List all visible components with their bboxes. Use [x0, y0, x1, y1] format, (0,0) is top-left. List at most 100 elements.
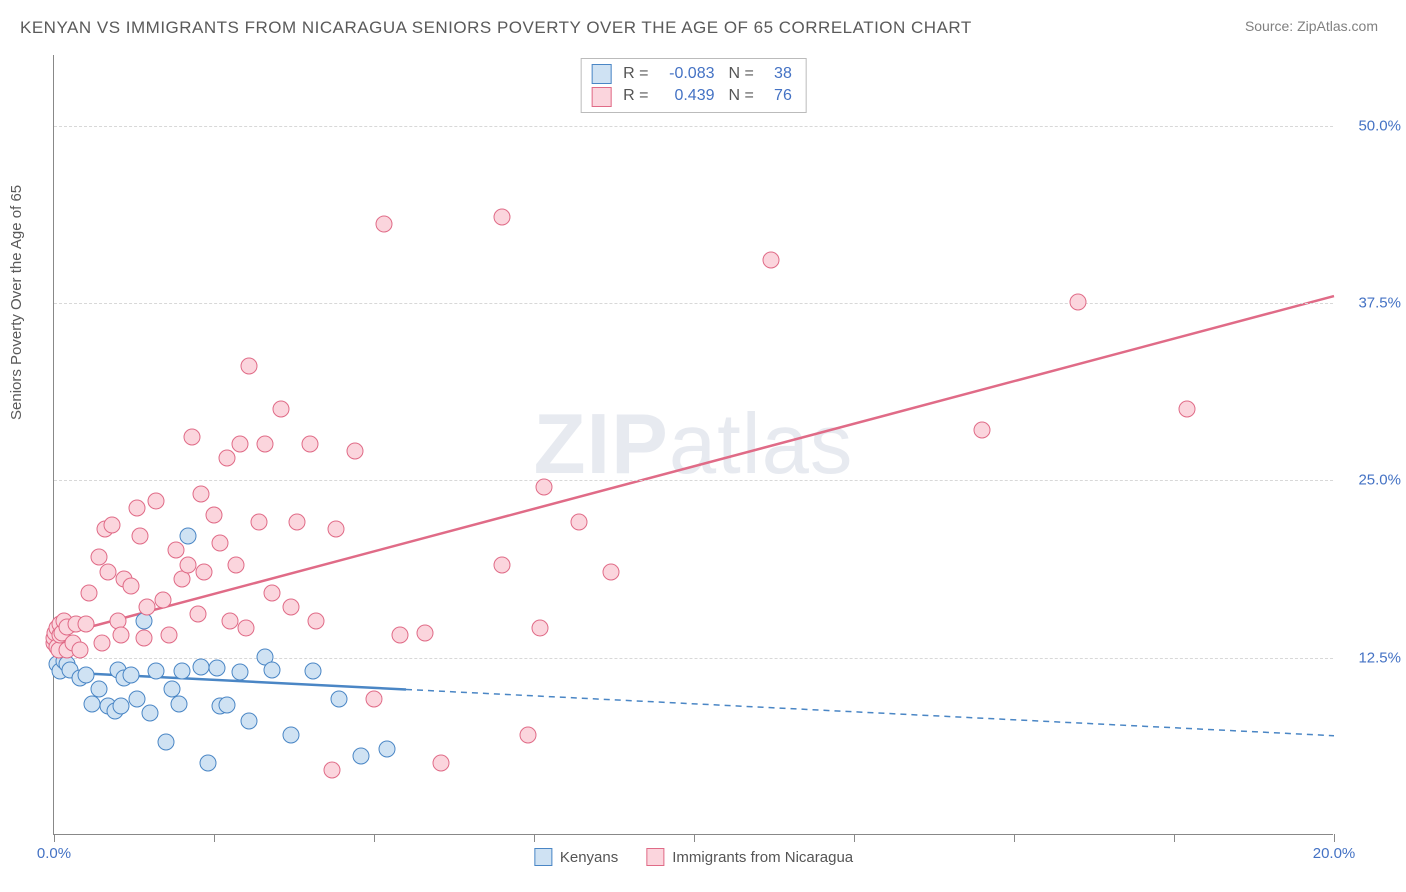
data-point — [158, 733, 175, 750]
data-point — [346, 443, 363, 460]
x-tick — [214, 834, 215, 842]
gridline-h — [54, 480, 1333, 481]
data-point — [257, 436, 274, 453]
data-point — [218, 450, 235, 467]
gridline-h — [54, 658, 1333, 659]
data-point — [90, 681, 107, 698]
data-point — [135, 630, 152, 647]
data-point — [129, 691, 146, 708]
x-tick — [694, 834, 695, 842]
data-point — [1070, 294, 1087, 311]
data-point — [103, 516, 120, 533]
data-point — [378, 740, 395, 757]
data-point — [71, 641, 88, 658]
data-point — [148, 662, 165, 679]
data-point — [238, 620, 255, 637]
data-point — [148, 492, 165, 509]
swatch-kenyans — [534, 848, 552, 866]
y-tick-label: 50.0% — [1341, 117, 1401, 134]
data-point — [602, 563, 619, 580]
data-point — [263, 584, 280, 601]
series-legend: Kenyans Immigrants from Nicaragua — [534, 848, 853, 866]
data-point — [366, 691, 383, 708]
data-point — [974, 421, 991, 438]
data-point — [324, 762, 341, 779]
data-point — [206, 506, 223, 523]
x-tick — [1334, 834, 1335, 842]
data-point — [167, 542, 184, 559]
legend-label-kenyans: Kenyans — [560, 849, 618, 866]
data-point — [231, 664, 248, 681]
data-point — [417, 624, 434, 641]
data-point — [135, 613, 152, 630]
chart-title: KENYAN VS IMMIGRANTS FROM NICARAGUA SENI… — [20, 18, 972, 38]
data-point — [494, 556, 511, 573]
data-point — [199, 755, 216, 772]
data-point — [535, 478, 552, 495]
data-point — [180, 528, 197, 545]
data-point — [289, 514, 306, 531]
x-tick — [1174, 834, 1175, 842]
data-point — [353, 748, 370, 765]
x-tick-label: 0.0% — [37, 845, 71, 862]
regression-line-extrapolated — [406, 689, 1334, 735]
data-point — [222, 613, 239, 630]
data-point — [375, 216, 392, 233]
data-point — [209, 660, 226, 677]
x-tick-label: 20.0% — [1313, 845, 1356, 862]
data-point — [154, 592, 171, 609]
gridline-h — [54, 126, 1333, 127]
data-point — [122, 577, 139, 594]
data-point — [532, 620, 549, 637]
data-point — [132, 528, 149, 545]
data-point — [81, 584, 98, 601]
data-point — [330, 691, 347, 708]
plot-area: ZIPatlas R = -0.083 N = 38 R = 0.439 N =… — [53, 55, 1333, 835]
source-attribution: Source: ZipAtlas.com — [1245, 18, 1378, 34]
legend-label-nicaragua: Immigrants from Nicaragua — [672, 849, 853, 866]
data-point — [161, 627, 178, 644]
x-tick — [1014, 834, 1015, 842]
x-tick — [374, 834, 375, 842]
data-point — [228, 556, 245, 573]
data-point — [308, 613, 325, 630]
data-point — [273, 400, 290, 417]
data-point — [231, 436, 248, 453]
data-point — [94, 634, 111, 651]
data-point — [263, 661, 280, 678]
data-point — [170, 695, 187, 712]
data-point — [100, 563, 117, 580]
y-tick-label: 12.5% — [1341, 649, 1401, 666]
data-point — [183, 428, 200, 445]
data-point — [762, 251, 779, 268]
legend-item-nicaragua: Immigrants from Nicaragua — [646, 848, 853, 866]
y-tick-label: 25.0% — [1341, 472, 1401, 489]
data-point — [241, 358, 258, 375]
data-point — [212, 535, 229, 552]
data-point — [78, 667, 95, 684]
data-point — [180, 556, 197, 573]
y-axis-label: Seniors Poverty Over the Age of 65 — [8, 185, 25, 420]
x-tick — [854, 834, 855, 842]
y-tick-label: 37.5% — [1341, 295, 1401, 312]
data-point — [142, 705, 159, 722]
swatch-nicaragua — [646, 848, 664, 866]
legend-item-kenyans: Kenyans — [534, 848, 618, 866]
x-tick — [534, 834, 535, 842]
data-point — [305, 662, 322, 679]
data-point — [218, 696, 235, 713]
data-point — [78, 616, 95, 633]
data-point — [113, 698, 130, 715]
data-point — [193, 658, 210, 675]
data-point — [494, 209, 511, 226]
data-point — [391, 627, 408, 644]
data-point — [138, 599, 155, 616]
data-point — [282, 726, 299, 743]
data-point — [122, 667, 139, 684]
data-point — [241, 712, 258, 729]
data-point — [250, 514, 267, 531]
data-point — [193, 485, 210, 502]
data-point — [190, 606, 207, 623]
data-point — [196, 563, 213, 580]
data-point — [519, 726, 536, 743]
